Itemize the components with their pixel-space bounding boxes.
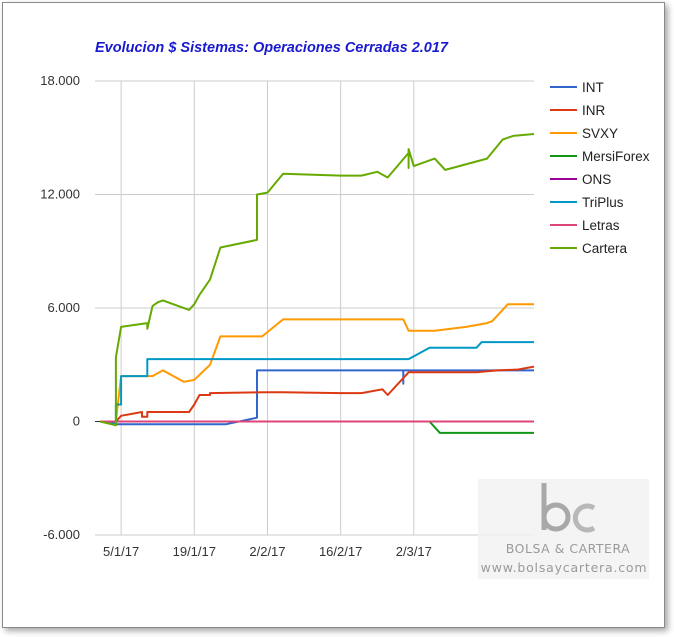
legend: INT INR SVXY MersiForex ONS TriPlus Letras Cart… [550,80,650,256]
watermark-brand: BOLSA & CARTERA [506,541,630,556]
x-axis: 5/1/17 19/1/17 2/2/17 16/2/17 2/3/17 [103,544,432,559]
x-tick-label: 5/1/17 [103,544,139,559]
grid [95,80,534,536]
x-tick-label: 2/2/17 [249,544,285,559]
series-line-svxy [100,303,534,423]
legend-label-cartera: Cartera [582,241,628,256]
y-tick-label: -6.000 [43,527,80,542]
series-lines [99,133,535,434]
series-line-mersiforex [100,420,534,434]
y-axis: 18.000 12.000 6.000 0 -6.000 [40,73,80,542]
chart-title: Evolucion $ Sistemas: Operaciones Cerrad… [95,40,448,56]
watermark-url: www.bolsaycartera.com [481,560,648,575]
series-line-cartera [99,133,535,427]
logo-c [572,503,596,533]
legend-label-svxy: SVXY [582,126,618,141]
y-tick-label: 6.000 [47,300,80,315]
series-line-int [100,369,534,426]
y-tick-label: 0 [73,414,80,429]
y-tick-label: 18.000 [40,73,80,88]
y-tick-label: 12.000 [40,187,80,202]
legend-label-int: INT [582,80,604,95]
series-line-inr [100,365,535,423]
x-tick-label: 2/3/17 [396,544,432,559]
x-tick-label: 19/1/17 [173,544,216,559]
logo-b-bowl [541,502,571,532]
legend-label-ons: ONS [582,172,611,187]
legend-label-inr: INR [582,103,606,118]
legend-label-mersiforex: MersiForex [582,149,650,164]
x-tick-label: 16/2/17 [319,544,362,559]
watermark: BOLSA & CARTERA www.bolsaycartera.com [478,479,649,579]
legend-label-triplus: TriPlus [582,195,624,210]
legend-label-letras: Letras [582,218,620,233]
